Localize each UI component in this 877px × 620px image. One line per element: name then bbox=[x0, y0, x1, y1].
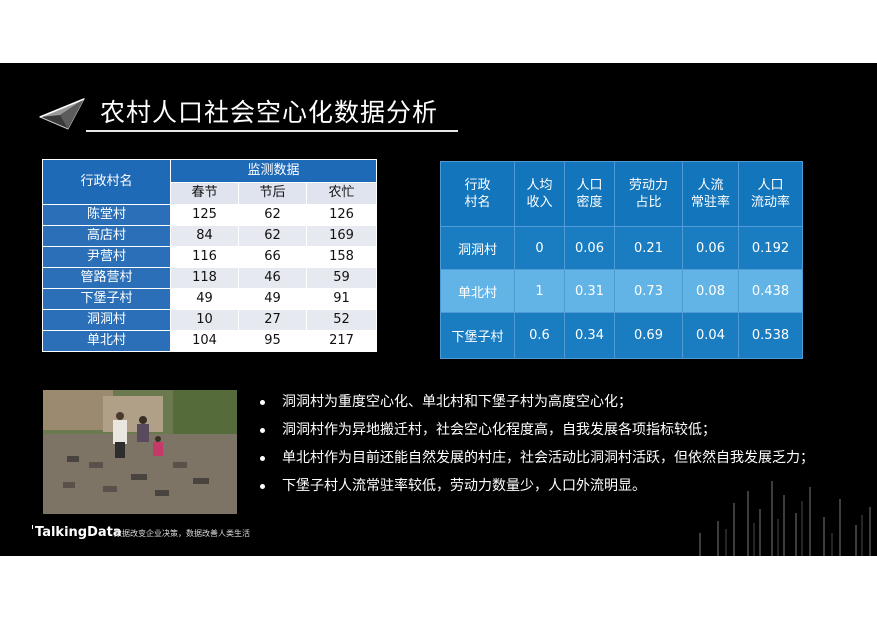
table-row: 高店村 84 62 169 bbox=[42, 225, 377, 247]
header-village-name: 行政 村名 bbox=[440, 161, 515, 227]
header-labor-ratio: 劳动力 占比 bbox=[614, 161, 683, 227]
table-row: 单北村 1 0.31 0.73 0.08 0.438 bbox=[440, 269, 803, 313]
table-cell: 126 bbox=[306, 204, 377, 226]
header-monitor-group: 监测数据 bbox=[170, 159, 377, 183]
table-cell: 104 bbox=[170, 330, 239, 352]
monitor-table: 行政村名 监测数据 春节 节后 农忙 陈堂村 125 62 126 高店村 84… bbox=[42, 159, 377, 352]
table-cell: 95 bbox=[238, 330, 307, 352]
list-item: 洞洞村作为异地搬迁村，社会空心化程度高，自我发展各项指标较低； bbox=[258, 417, 814, 445]
table-cell: 118 bbox=[170, 267, 239, 289]
table-cell: 158 bbox=[306, 246, 377, 268]
table-row: 洞洞村 10 27 52 bbox=[42, 309, 377, 331]
table-cell: 0.192 bbox=[738, 226, 803, 270]
bullet-dot bbox=[260, 484, 265, 489]
table-cell: 0.06 bbox=[564, 226, 615, 270]
village-name: 下堡子村 bbox=[440, 312, 515, 359]
table-cell: 0 bbox=[514, 226, 565, 270]
table-cell: 84 bbox=[170, 225, 239, 247]
table-cell: 52 bbox=[306, 309, 377, 331]
header-village: 行政村名 bbox=[42, 159, 171, 205]
table-cell: 91 bbox=[306, 288, 377, 310]
village-photo bbox=[43, 390, 237, 514]
table-cell: 217 bbox=[306, 330, 377, 352]
table-cell: 0.438 bbox=[738, 269, 803, 313]
village-name: 下堡子村 bbox=[42, 288, 171, 310]
table-row: 陈堂村 125 62 126 bbox=[42, 204, 377, 226]
village-name: 单北村 bbox=[440, 269, 515, 313]
table-cell: 10 bbox=[170, 309, 239, 331]
header-income: 人均 收入 bbox=[514, 161, 565, 227]
table-cell: 46 bbox=[238, 267, 307, 289]
table-cell: 27 bbox=[238, 309, 307, 331]
column-header: 农忙 bbox=[306, 181, 377, 205]
footer-tagline: 数据改变企业决策，数据改善人类生活 bbox=[114, 529, 250, 538]
indicator-table: 行政 村名 人均 收入 人口 密度 劳动力 占比 人流 常驻率 人口 流动率 洞… bbox=[440, 161, 803, 359]
table-cell: 0.538 bbox=[738, 312, 803, 359]
list-item: 洞洞村为重度空心化、单北村和下堡子村为高度空心化； bbox=[258, 389, 814, 417]
village-name: 尹营村 bbox=[42, 246, 171, 268]
talkingdata-logo: TalkingData bbox=[32, 525, 122, 540]
table-row: 洞洞村 0 0.06 0.21 0.06 0.192 bbox=[440, 226, 803, 270]
title-underline bbox=[86, 130, 458, 132]
table-cell: 169 bbox=[306, 225, 377, 247]
logo-tick bbox=[32, 525, 33, 529]
table-row: 下堡子村 49 49 91 bbox=[42, 288, 377, 310]
table-cell: 0.08 bbox=[682, 269, 739, 313]
table-row: 管路营村 118 46 59 bbox=[42, 267, 377, 289]
page-title: 农村人口社会空心化数据分析 bbox=[100, 98, 439, 127]
city-lines-decoration bbox=[699, 481, 871, 556]
table-cell: 125 bbox=[170, 204, 239, 226]
list-item: 单北村作为目前还能自然发展的村庄，社会活动比洞洞村活跃，但依然自我发展乏力； bbox=[258, 445, 814, 473]
slide: 农村人口社会空心化数据分析 行政村名 监测数据 春节 节后 农忙 陈堂村 125… bbox=[0, 63, 877, 556]
table-cell: 66 bbox=[238, 246, 307, 268]
list-item: 下堡子村人流常驻率较低，劳动力数量少，人口外流明显。 bbox=[258, 473, 814, 501]
table-cell: 0.04 bbox=[682, 312, 739, 359]
table-row: 下堡子村 0.6 0.34 0.69 0.04 0.538 bbox=[440, 312, 803, 359]
header-mobility-rate: 人口 流动率 bbox=[738, 161, 803, 227]
table-cell: 0.34 bbox=[564, 312, 615, 359]
table-row: 单北村 104 95 217 bbox=[42, 330, 377, 352]
bullet-dot bbox=[260, 400, 265, 405]
table-cell: 62 bbox=[238, 204, 307, 226]
village-name: 高店村 bbox=[42, 225, 171, 247]
table-row: 尹营村 116 66 158 bbox=[42, 246, 377, 268]
village-name: 洞洞村 bbox=[440, 226, 515, 270]
column-header: 节后 bbox=[238, 181, 307, 205]
table-cell: 0.31 bbox=[564, 269, 615, 313]
village-name: 单北村 bbox=[42, 330, 171, 352]
table-cell: 0.6 bbox=[514, 312, 565, 359]
table-cell: 59 bbox=[306, 267, 377, 289]
bullet-dot bbox=[260, 428, 265, 433]
table-cell: 0.73 bbox=[614, 269, 683, 313]
village-name: 洞洞村 bbox=[42, 309, 171, 331]
table-cell: 49 bbox=[170, 288, 239, 310]
header-density: 人口 密度 bbox=[564, 161, 615, 227]
table-cell: 0.69 bbox=[614, 312, 683, 359]
column-header: 春节 bbox=[170, 181, 239, 205]
table-cell: 0.06 bbox=[682, 226, 739, 270]
bullet-list: 洞洞村为重度空心化、单北村和下堡子村为高度空心化； 洞洞村作为异地搬迁村，社会空… bbox=[258, 389, 814, 501]
title-triangle-icon bbox=[38, 98, 86, 130]
village-name: 管路营村 bbox=[42, 267, 171, 289]
table-cell: 1 bbox=[514, 269, 565, 313]
bullet-dot bbox=[260, 456, 265, 461]
table-cell: 49 bbox=[238, 288, 307, 310]
table-cell: 116 bbox=[170, 246, 239, 268]
table-cell: 0.21 bbox=[614, 226, 683, 270]
header-resident-rate: 人流 常驻率 bbox=[682, 161, 739, 227]
village-name: 陈堂村 bbox=[42, 204, 171, 226]
table-cell: 62 bbox=[238, 225, 307, 247]
